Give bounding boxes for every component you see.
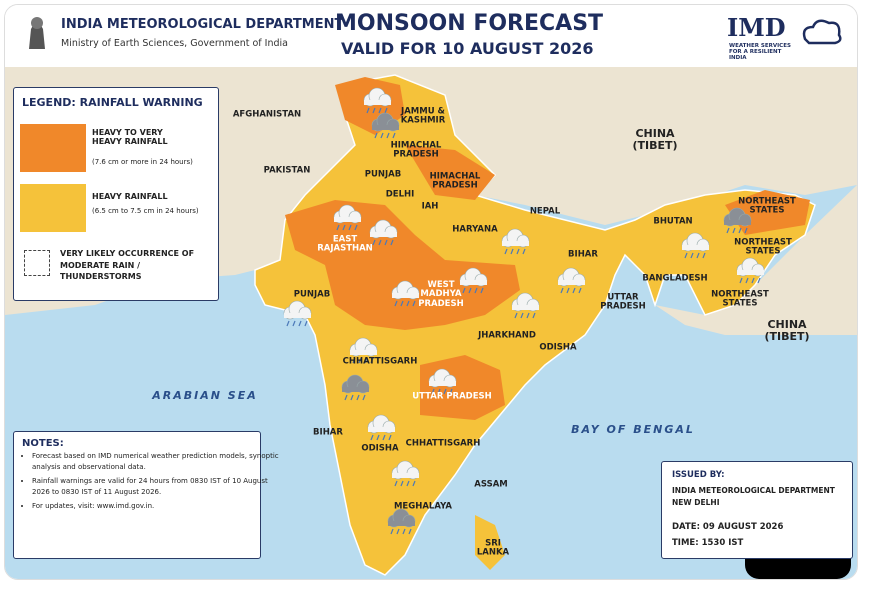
issued-box: ISSUED BY: INDIA METEOROLOGICAL DEPARTME…: [661, 461, 853, 559]
emblem: [29, 17, 45, 49]
legend-swatch: [20, 124, 86, 172]
legend-note: (7.6 cm or more in 24 hours): [92, 158, 193, 166]
region-label: JAMMU & KASHMIR: [400, 106, 446, 126]
region-label: UTTAR PRADESH: [600, 292, 646, 312]
region-label: DELHI: [385, 189, 415, 200]
region-label: ODISHA: [361, 443, 399, 454]
sri-lanka: [475, 515, 505, 570]
region-label: WEST MADHYA PRADESH: [418, 279, 464, 309]
legend-label: HEAVY RAINFALL: [92, 192, 168, 201]
ministry: Ministry of Earth Sciences, Government o…: [61, 38, 288, 49]
region-label: BHUTAN: [653, 216, 693, 227]
issued-title: ISSUED BY:: [672, 470, 725, 480]
region-label: ASSAM: [474, 479, 508, 490]
land: [655, 185, 857, 335]
region-label: HARYANA: [452, 224, 498, 235]
region-label: HIMACHAL PRADESH: [390, 140, 442, 160]
rain-cloud: [369, 219, 398, 246]
note: Forecast based on IMD numerical weather …: [32, 451, 280, 472]
region-label: SRI LANKA: [476, 538, 510, 558]
rain-cloud: [391, 460, 420, 487]
region-label: NORTHEAST STATES: [711, 289, 769, 309]
region-label: NEPAL: [529, 206, 561, 217]
heavy-zone: [405, 145, 495, 200]
rain-cloud: [681, 232, 710, 259]
rain-cloud: [428, 368, 457, 395]
logo: IMD: [727, 13, 786, 42]
logo-tagline: WEATHER SERVICES FOR A RESILIENT INDIA: [729, 43, 791, 62]
region-label: EAST RAJASTHAN: [317, 234, 373, 254]
rain-cloud: [391, 280, 420, 307]
notes-title: NOTES:: [22, 438, 64, 449]
region-label: CHINA (TIBET): [632, 126, 678, 152]
rain-cloud: [557, 267, 586, 294]
region-label: BIHAR: [313, 427, 343, 438]
legend: LEGEND: RAINFALL WARNING HEAVY TO VERY H…: [13, 87, 219, 301]
header: INDIA METEOROLOGICAL DEPARTMENT Ministry…: [5, 5, 857, 67]
region-label: HIMACHAL PRADESH: [429, 171, 481, 191]
region-label: BIHAR: [568, 249, 598, 260]
issued-org: INDIA METEOROLOGICAL DEPARTMENT: [672, 486, 835, 495]
issued-date: DATE: 09 AUGUST 2026: [672, 522, 784, 532]
logo-cloud: [802, 19, 842, 45]
region-label: PUNJAB: [293, 289, 331, 300]
region-label: PUNJAB: [364, 169, 402, 180]
rain-cloud: [387, 508, 416, 535]
region-label: CHHATTISGARH: [342, 356, 418, 367]
legend-label: HEAVY TO VERY HEAVY RAINFALL: [92, 128, 168, 146]
region-label: AFGHANISTAN: [232, 109, 302, 120]
sea-label: ARABIAN SEA: [152, 388, 258, 402]
rain-cloud: [459, 267, 488, 294]
department: INDIA METEOROLOGICAL DEPARTMENT: [61, 17, 344, 32]
rain-cloud: [736, 257, 765, 284]
rain-cloud: [333, 204, 362, 231]
rain-cloud: [723, 207, 752, 234]
heavy-zone: [285, 200, 520, 330]
legend-note: (6.5 cm to 7.5 cm in 24 hours): [92, 207, 199, 215]
rain-cloud: [349, 337, 378, 364]
legend-title: LEGEND: RAINFALL WARNING: [22, 96, 203, 109]
rain-cloud: [283, 300, 312, 327]
note: Rainfall warnings are valid for 24 hours…: [32, 476, 280, 497]
subtitle: VALID FOR 10 AUGUST 2026: [341, 39, 594, 58]
issued-time: TIME: 1530 IST: [672, 538, 744, 548]
rain-cloud: [501, 228, 530, 255]
region-label: IAH: [421, 201, 439, 212]
region-label: ODISHA: [539, 342, 577, 353]
note: For updates, visit: www.imd.gov.in.: [32, 501, 280, 512]
issued-place: NEW DELHI: [672, 498, 720, 507]
rain-cloud: [341, 374, 370, 401]
region-label: NORTHEAST STATES: [738, 196, 796, 216]
region-label: JHARKHAND: [478, 330, 536, 341]
notes: NOTES: Forecast based on IMD numerical w…: [13, 431, 279, 559]
rain-cloud: [371, 112, 400, 139]
rain-cloud: [367, 414, 396, 441]
legend-swatch: [24, 250, 50, 276]
infographic: INDIA METEOROLOGICAL DEPARTMENT Ministry…: [4, 4, 858, 580]
region-label: PAKISTAN: [263, 165, 311, 176]
legend-swatch: [20, 184, 86, 232]
region-label: BANGLADESH: [642, 273, 708, 284]
legend-label: VERY LIKELY OCCURRENCE OF MODERATE RAIN …: [60, 249, 195, 282]
title: MONSOON FORECAST: [335, 11, 604, 36]
region-label: MEGHALAYA: [393, 501, 453, 512]
region-label: CHHATTISGARH: [405, 438, 481, 449]
sea-label: BAY OF BENGAL: [571, 422, 695, 436]
rain-cloud: [363, 87, 392, 114]
region-label: NORTHEAST STATES: [734, 237, 792, 257]
india-outline: [254, 74, 816, 576]
region-label: CHINA (TIBET): [764, 317, 810, 343]
rain-cloud: [511, 292, 540, 319]
region-label: UTTAR PRADESH: [412, 391, 492, 402]
